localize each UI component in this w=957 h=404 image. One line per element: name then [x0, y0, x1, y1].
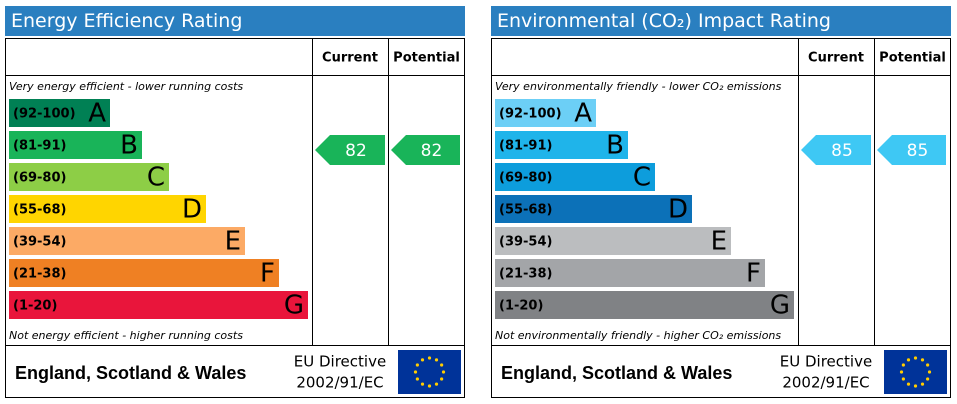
rating-value: 85	[831, 141, 853, 161]
band-letter: B	[606, 131, 624, 161]
rating-panel: Environmental (CO₂) Impact Rating Current…	[491, 6, 951, 398]
column-header: Potential	[393, 51, 460, 66]
band-letter: G	[770, 291, 790, 321]
eu-star	[434, 358, 439, 362]
rating-band	[9, 259, 279, 287]
top-note: Very environmentally friendly - lower CO…	[495, 80, 782, 93]
band-range: (55-68)	[13, 203, 66, 218]
eu-star	[420, 382, 425, 386]
eu-star	[413, 370, 418, 374]
eu-star	[913, 356, 918, 360]
band-letter: F	[260, 259, 275, 289]
rating-band	[495, 291, 794, 319]
band-range: (39-54)	[13, 235, 66, 250]
top-note: Very energy efficient - lower running co…	[9, 80, 243, 93]
rating-band	[9, 195, 206, 223]
rating-value: 82	[345, 141, 367, 161]
eu-star	[899, 370, 904, 374]
rating-arrow	[801, 135, 871, 165]
column-header: Current	[808, 51, 864, 66]
panel-title: Energy Efficiency Rating	[11, 10, 242, 32]
eu-star	[926, 377, 930, 381]
rating-value: 85	[907, 141, 929, 161]
band-letter: A	[574, 99, 592, 129]
footer-region: England, Scotland & Wales	[501, 363, 732, 383]
rating-band	[495, 99, 596, 127]
eu-star	[906, 358, 911, 362]
rating-band	[9, 291, 308, 319]
rating-band	[9, 163, 169, 191]
band-range: (81-91)	[13, 139, 66, 154]
band-letter: D	[668, 195, 688, 225]
band-range: (92-100)	[13, 107, 76, 122]
panel-frame	[491, 38, 951, 398]
rating-band	[495, 227, 731, 255]
band-letter: G	[284, 291, 304, 321]
eu-star	[920, 382, 925, 386]
band-letter: B	[120, 131, 138, 161]
eu-star	[434, 382, 439, 386]
band-letter: E	[711, 227, 727, 257]
band-range: (1-20)	[499, 299, 543, 314]
eu-star	[906, 382, 911, 386]
eu-star	[926, 363, 930, 367]
eu-star	[901, 363, 905, 367]
panel-title: Environmental (CO₂) Impact Rating	[497, 10, 831, 32]
directive-line: 2002/91/EC	[296, 374, 383, 392]
rating-band	[9, 227, 245, 255]
band-range: (21-38)	[499, 267, 552, 282]
bottom-note: Not energy efficient - higher running co…	[9, 329, 243, 342]
eu-star	[440, 363, 444, 367]
rating-band	[9, 131, 142, 159]
panel-frame	[5, 38, 465, 398]
rating-panel: Energy Efficiency Rating Current Potential…	[5, 6, 465, 398]
rating-band	[495, 163, 655, 191]
eu-star	[415, 363, 419, 367]
rating-band	[495, 259, 765, 287]
title-bar	[491, 6, 951, 36]
band-letter: E	[225, 227, 241, 257]
band-range: (55-68)	[499, 203, 552, 218]
rating-value: 82	[421, 141, 443, 161]
rating-band	[495, 131, 628, 159]
rating-arrow	[391, 135, 460, 165]
footer-region: England, Scotland & Wales	[15, 363, 246, 383]
band-range: (69-80)	[499, 171, 552, 186]
directive-line: EU Directive	[294, 353, 386, 371]
band-range: (81-91)	[499, 139, 552, 154]
eu-star	[415, 377, 419, 381]
column-header: Current	[322, 51, 378, 66]
band-range: (69-80)	[13, 171, 66, 186]
column-header: Potential	[879, 51, 946, 66]
bottom-note: Not environmentally friendly - higher CO…	[495, 329, 781, 342]
band-letter: C	[147, 163, 165, 193]
eu-star	[440, 377, 444, 381]
eu-star	[427, 356, 432, 360]
directive-line: EU Directive	[780, 353, 872, 371]
eu-star	[913, 384, 918, 388]
rating-band	[9, 99, 110, 127]
eu-star	[920, 358, 925, 362]
directive-line: 2002/91/EC	[782, 374, 869, 392]
band-range: (21-38)	[13, 267, 66, 282]
eu-star	[427, 384, 432, 388]
band-range: (92-100)	[499, 107, 562, 122]
band-letter: D	[182, 195, 202, 225]
eu-star	[420, 358, 425, 362]
band-range: (1-20)	[13, 299, 57, 314]
band-letter: C	[633, 163, 651, 193]
eu-star	[901, 377, 905, 381]
band-letter: F	[746, 259, 761, 289]
band-range: (39-54)	[499, 235, 552, 250]
rating-arrow	[877, 135, 946, 165]
eu-star	[441, 370, 446, 374]
rating-arrow	[315, 135, 385, 165]
eu-star	[927, 370, 932, 374]
title-bar	[5, 6, 465, 36]
rating-band	[495, 195, 692, 223]
band-letter: A	[88, 99, 106, 129]
